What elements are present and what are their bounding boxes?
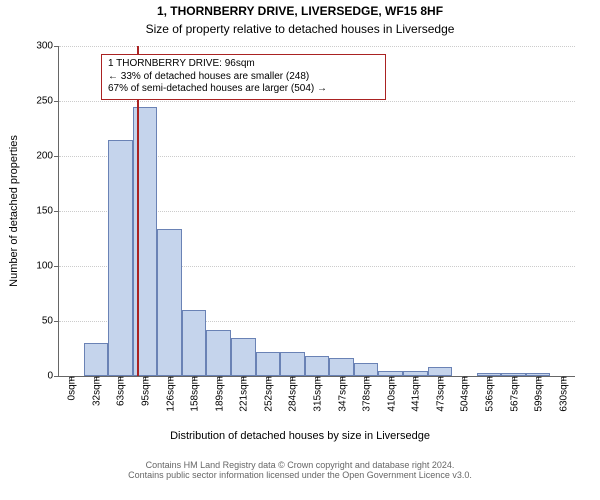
- x-tick-label: 504sqm: [458, 376, 471, 412]
- x-tick-label: 284sqm: [286, 376, 299, 412]
- x-tick-label: 599sqm: [532, 376, 545, 412]
- histogram-bar: [305, 356, 330, 376]
- histogram-bar: [133, 107, 158, 377]
- y-tick-label: 100: [36, 261, 59, 272]
- attribution-footer: Contains HM Land Registry data © Crown c…: [0, 460, 600, 480]
- x-tick-label: 536sqm: [483, 376, 496, 412]
- histogram-bar: [206, 330, 231, 376]
- footer-line-1: Contains HM Land Registry data © Crown c…: [0, 460, 600, 470]
- footer-line-2: Contains public sector information licen…: [0, 470, 600, 480]
- annotation-line: ← 33% of detached houses are smaller (24…: [108, 71, 379, 84]
- y-axis-label: Number of detached properties: [8, 135, 20, 287]
- y-tick-label: 0: [47, 371, 59, 382]
- histogram-bar: [108, 140, 133, 377]
- x-tick-label: 630sqm: [556, 376, 569, 412]
- x-tick-label: 473sqm: [433, 376, 446, 412]
- x-tick-label: 126sqm: [163, 376, 176, 412]
- x-tick-label: 189sqm: [212, 376, 225, 412]
- annotation-line: 67% of semi-detached houses are larger (…: [108, 83, 379, 96]
- histogram-bar: [256, 352, 281, 376]
- chart-subtitle: Size of property relative to detached ho…: [0, 22, 600, 36]
- x-tick-label: 315sqm: [311, 376, 324, 412]
- grid-line: [59, 101, 575, 102]
- x-tick-label: 221sqm: [237, 376, 250, 412]
- plot-area: 0501001502002503000sqm32sqm63sqm95sqm126…: [58, 46, 575, 377]
- x-tick-label: 252sqm: [261, 376, 274, 412]
- x-tick-label: 95sqm: [139, 376, 152, 406]
- annotation-box: 1 THORNBERRY DRIVE: 96sqm← 33% of detach…: [101, 54, 386, 100]
- x-tick-label: 158sqm: [188, 376, 201, 412]
- x-tick-label: 32sqm: [89, 376, 102, 406]
- y-tick-label: 300: [36, 41, 59, 52]
- x-tick-label: 378sqm: [360, 376, 373, 412]
- histogram-chart: 1, THORNBERRY DRIVE, LIVERSEDGE, WF15 8H…: [0, 0, 600, 500]
- y-tick-label: 250: [36, 96, 59, 107]
- chart-title-address: 1, THORNBERRY DRIVE, LIVERSEDGE, WF15 8H…: [0, 4, 600, 18]
- y-tick-label: 150: [36, 206, 59, 217]
- x-tick-label: 410sqm: [384, 376, 397, 412]
- histogram-bar: [329, 358, 354, 376]
- x-tick-label: 441sqm: [409, 376, 422, 412]
- x-axis-label: Distribution of detached houses by size …: [0, 430, 600, 442]
- grid-line: [59, 46, 575, 47]
- histogram-bar: [428, 367, 453, 376]
- histogram-bar: [231, 338, 256, 377]
- histogram-bar: [354, 363, 379, 376]
- x-tick-label: 347sqm: [335, 376, 348, 412]
- histogram-bar: [84, 343, 109, 376]
- histogram-bar: [280, 352, 305, 376]
- x-tick-label: 567sqm: [507, 376, 520, 412]
- histogram-bar: [182, 310, 207, 376]
- x-tick-label: 0sqm: [65, 376, 78, 400]
- annotation-line: 1 THORNBERRY DRIVE: 96sqm: [108, 58, 379, 71]
- y-tick-label: 50: [42, 316, 59, 327]
- histogram-bar: [157, 229, 182, 376]
- x-tick-label: 63sqm: [114, 376, 127, 406]
- y-tick-label: 200: [36, 151, 59, 162]
